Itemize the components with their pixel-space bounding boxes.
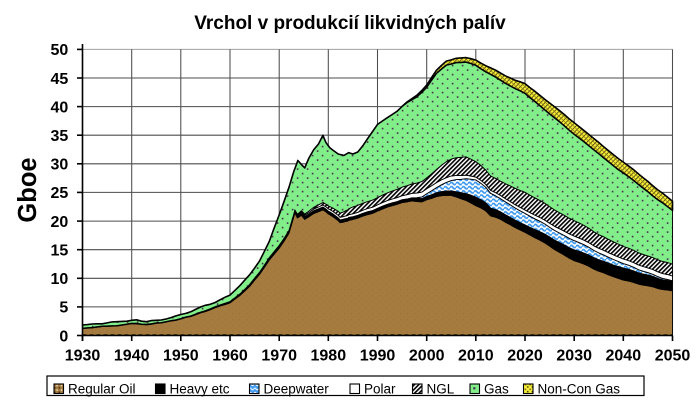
svg-text:Non-Con Gas: Non-Con Gas [538, 382, 621, 397]
svg-text:45: 45 [51, 71, 69, 88]
svg-text:Heavy etc: Heavy etc [170, 382, 230, 397]
svg-text:5: 5 [59, 300, 68, 317]
svg-text:Gas: Gas [484, 382, 509, 397]
svg-text:25: 25 [51, 185, 69, 202]
svg-text:1930: 1930 [65, 348, 101, 365]
svg-text:Polar: Polar [364, 382, 396, 397]
svg-text:2000: 2000 [409, 348, 445, 365]
svg-text:2020: 2020 [507, 348, 543, 365]
svg-text:30: 30 [51, 157, 69, 174]
svg-text:1940: 1940 [114, 348, 150, 365]
svg-text:10: 10 [51, 271, 69, 288]
svg-text:1960: 1960 [212, 348, 248, 365]
svg-text:20: 20 [51, 214, 69, 231]
svg-text:35: 35 [51, 128, 69, 145]
svg-text:1950: 1950 [163, 348, 199, 365]
svg-text:50: 50 [51, 42, 69, 59]
svg-text:1990: 1990 [360, 348, 396, 365]
svg-text:0: 0 [59, 328, 68, 345]
svg-text:2050: 2050 [655, 348, 691, 365]
svg-text:2040: 2040 [606, 348, 642, 365]
svg-text:2030: 2030 [556, 348, 592, 365]
svg-text:Gboe: Gboe [14, 157, 42, 222]
svg-text:40: 40 [51, 99, 69, 116]
svg-text:Regular Oil: Regular Oil [68, 382, 136, 397]
svg-text:15: 15 [51, 243, 69, 260]
svg-text:NGL: NGL [427, 382, 455, 397]
svg-text:Deepwater: Deepwater [264, 382, 330, 397]
svg-text:Vrchol v produkcií likvidných: Vrchol v produkcií likvidných palív [194, 13, 506, 34]
svg-text:1970: 1970 [261, 348, 297, 365]
svg-text:1980: 1980 [311, 348, 347, 365]
svg-text:2010: 2010 [458, 348, 494, 365]
